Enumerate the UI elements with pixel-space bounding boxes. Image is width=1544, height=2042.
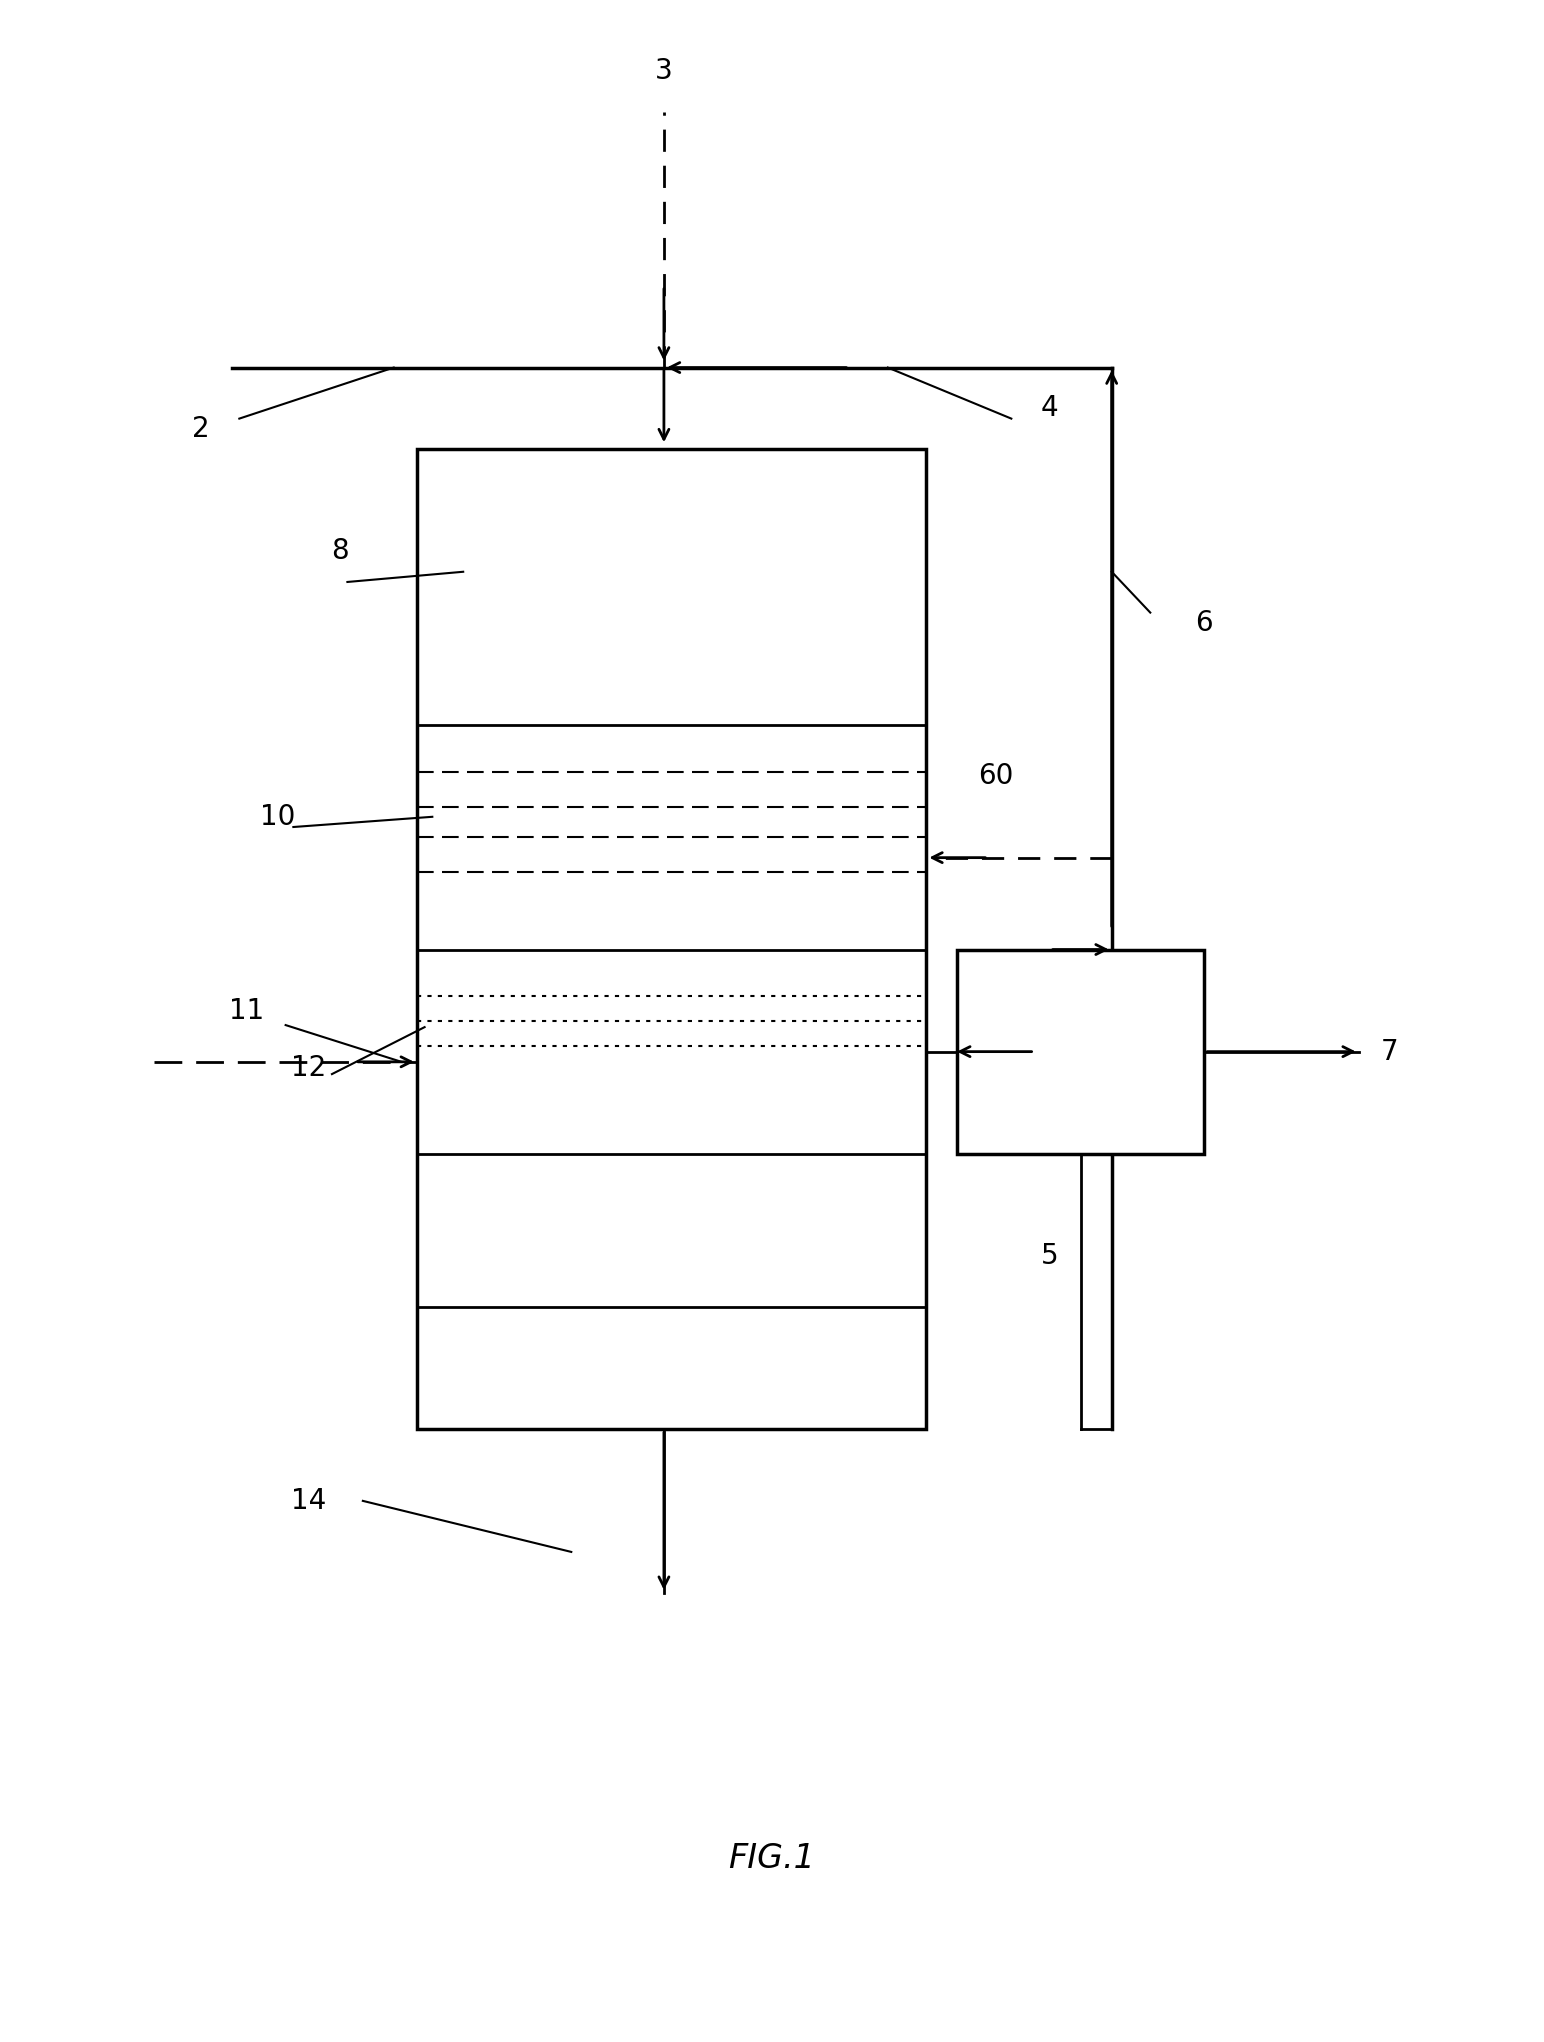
- Text: 4: 4: [1041, 394, 1059, 423]
- Text: 11: 11: [230, 996, 264, 1025]
- Polygon shape: [957, 950, 1204, 1154]
- Text: 7: 7: [1380, 1037, 1399, 1066]
- Text: 60: 60: [979, 762, 1013, 790]
- Text: 5: 5: [1041, 1242, 1059, 1270]
- Text: 12: 12: [292, 1054, 326, 1082]
- Text: 10: 10: [261, 803, 295, 831]
- Text: 3: 3: [655, 57, 673, 86]
- Text: FIG.1: FIG.1: [729, 1842, 815, 1875]
- Text: 8: 8: [330, 537, 349, 566]
- Text: 2: 2: [191, 415, 210, 443]
- Text: 13: 13: [1064, 1037, 1098, 1066]
- Text: 6: 6: [1195, 609, 1214, 637]
- Text: 14: 14: [292, 1487, 326, 1515]
